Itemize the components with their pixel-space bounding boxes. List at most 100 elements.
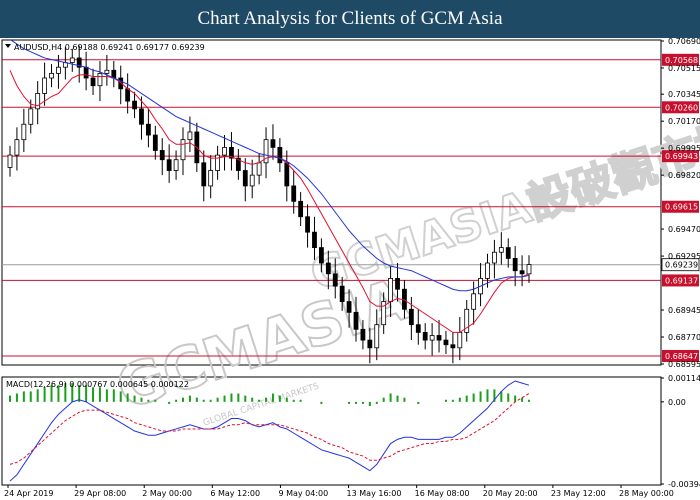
candle-body [457, 331, 463, 349]
macd-panel [1, 376, 662, 486]
level-tag [662, 200, 699, 213]
signal-line [9, 393, 530, 465]
price-tick-label: 0.69820 [668, 171, 700, 180]
candle-body [526, 264, 532, 275]
candle-body [381, 301, 387, 326]
level-label: 0.69943 [665, 152, 698, 161]
candle-body [346, 301, 352, 313]
candle-body [332, 273, 338, 287]
candle-body [139, 108, 144, 125]
time-tick-label: 29 Apr 08:00 [74, 489, 126, 498]
macd-tick-label: -0.00394 [668, 480, 700, 489]
level-label: 0.68647 [665, 352, 698, 361]
candle-body [235, 157, 241, 171]
level-tag [662, 101, 699, 114]
candle-body [242, 170, 248, 187]
time-tick-label: 2 May 00:00 [142, 489, 192, 498]
candle-body [42, 77, 47, 94]
ma-slow-line [9, 39, 530, 292]
candle-body [298, 200, 304, 218]
price-tick-label: 0.70690 [668, 37, 700, 46]
price-tick-label: 0.68770 [668, 333, 700, 342]
level-tag [662, 150, 699, 163]
candle-body [125, 88, 131, 102]
level-label: 0.70568 [665, 56, 698, 65]
candle-body [49, 72, 54, 79]
time-tick-label: 13 May 16:00 [347, 489, 402, 498]
current-price-tag [661, 258, 700, 272]
level-label: 0.69137 [665, 276, 698, 285]
candle-body [277, 146, 283, 164]
candle-body [422, 331, 428, 341]
candle-body [485, 262, 490, 279]
candle-body [388, 278, 394, 302]
price-axis: 0.70690 0.70515 0.70345 0.70170 0.69995 0.698… [661, 37, 700, 369]
level-label: 0.70260 [665, 103, 698, 112]
candle-body [21, 123, 27, 141]
candle-body [312, 231, 317, 248]
candle-body [498, 247, 504, 253]
candle-body [353, 311, 359, 330]
candle-body [367, 339, 373, 349]
candle-body [512, 257, 518, 272]
price-panel [1, 39, 662, 366]
candle-body [7, 154, 13, 168]
page-title: Chart Analysis for Clients of GCM Asia [0, 0, 700, 38]
candle-body [208, 170, 214, 187]
candle-body [173, 159, 179, 171]
macd-tick-label: 0.00114 [668, 374, 700, 383]
candle-body [415, 324, 421, 333]
candle-body [325, 262, 331, 275]
candle-body [166, 159, 172, 171]
candle-body [180, 139, 186, 161]
candle-body [118, 77, 124, 90]
time-tick-label: 24 Apr 2019 [4, 489, 53, 498]
level-tag [662, 349, 699, 362]
candle-body [464, 308, 470, 333]
candle-body [284, 162, 290, 187]
candle-body [83, 66, 89, 79]
time-tick-label: 16 May 08:00 [415, 489, 470, 498]
candle-body [152, 134, 158, 151]
candle-body [215, 154, 221, 171]
price-tick-label: 0.68595 [668, 360, 700, 369]
price-tick-label: 0.69295 [668, 252, 700, 261]
candle-body [256, 162, 262, 176]
candle-body [339, 285, 345, 302]
level-tag [662, 274, 699, 287]
price-panel-header: AUDUSD,H4 0.69188 0.69241 0.69177 0.6923… [14, 43, 205, 52]
candle-body [505, 247, 511, 259]
price-tick-label: 0.69470 [668, 225, 700, 234]
time-axis: 24 Apr 2019 29 Apr 08:00 2 May 00:00 6 May … [4, 485, 674, 498]
candle-body [471, 293, 477, 310]
time-tick-label: 28 May 00:00 [619, 489, 674, 498]
candle-body [159, 150, 165, 161]
time-tick-label: 23 May 12:00 [551, 489, 606, 498]
time-tick-label: 6 May 12:00 [210, 489, 260, 498]
candle-body [145, 123, 151, 136]
candle-body [56, 66, 61, 74]
candle-body [76, 57, 82, 68]
price-tick-label: 0.68945 [668, 306, 700, 315]
time-tick-label: 9 May 04:00 [278, 489, 328, 498]
candle-body [28, 108, 34, 125]
candle-body [443, 339, 449, 346]
candle-body [187, 131, 193, 141]
candle-body [395, 278, 400, 290]
candle-body [408, 308, 414, 326]
candle-body [229, 146, 234, 159]
candle-body [270, 139, 276, 148]
candle-body [318, 247, 324, 264]
candle-body [360, 328, 366, 341]
candle-body [436, 335, 442, 341]
candle-body [263, 139, 269, 164]
macd-tick-label: 0.00 [668, 398, 686, 407]
candle-body [519, 270, 525, 275]
candle-body [249, 174, 255, 187]
candle-body [69, 57, 75, 63]
candle-body [35, 93, 41, 110]
candle-body [374, 324, 380, 349]
candle-body [491, 251, 497, 264]
level-label: 0.69615 [665, 203, 698, 212]
